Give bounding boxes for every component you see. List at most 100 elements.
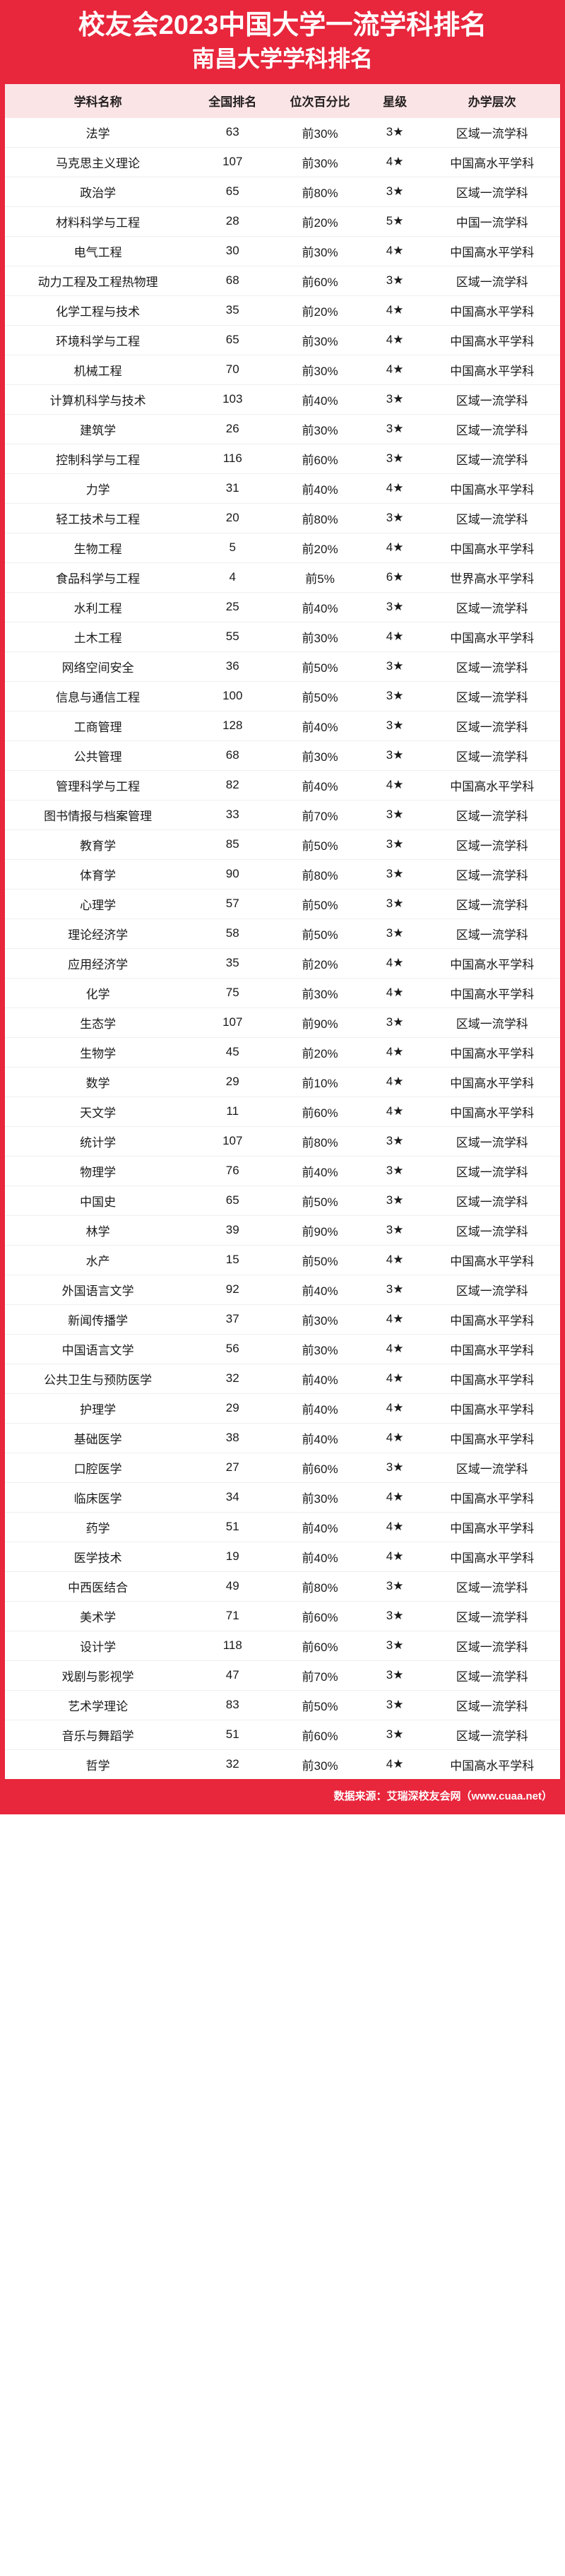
cell-tier: 区域一流学科 (424, 413, 560, 444)
cell-percentile: 前70% (274, 799, 366, 830)
cell-percentile: 前40% (274, 1393, 366, 1424)
cell-discipline-name: 心理学 (5, 888, 191, 919)
cell-national-rank: 76 (191, 1155, 275, 1186)
cell-percentile: 前20% (274, 1036, 366, 1068)
cell-discipline-name: 美术学 (5, 1600, 191, 1631)
table-row: 材料科学与工程 28 前20% 5★ 中国一流学科 (5, 206, 560, 237)
table-row: 图书情报与档案管理 33 前70% 3★ 区域一流学科 (5, 799, 560, 830)
cell-discipline-name: 艺术学理论 (5, 1689, 191, 1720)
cell-percentile: 前50% (274, 680, 366, 711)
table-row: 药学 51 前40% 4★ 中国高水平学科 (5, 1511, 560, 1542)
cell-discipline-name: 化学 (5, 977, 191, 1008)
table-row: 天文学 11 前60% 4★ 中国高水平学科 (5, 1096, 560, 1127)
cell-percentile: 前40% (274, 1363, 366, 1394)
table-row: 新闻传播学 37 前30% 4★ 中国高水平学科 (5, 1304, 560, 1335)
table-row: 美术学 71 前60% 3★ 区域一流学科 (5, 1600, 560, 1631)
cell-discipline-name: 土木工程 (5, 621, 191, 652)
cell-percentile: 前50% (274, 918, 366, 949)
cell-star-rating: 5★ (365, 206, 424, 237)
cell-discipline-name: 中西医结合 (5, 1571, 191, 1602)
cell-percentile: 前30% (274, 1482, 366, 1513)
cell-national-rank: 20 (191, 502, 275, 533)
column-header-tier: 办学层次 (424, 83, 560, 118)
cell-percentile: 前30% (302, 126, 338, 141)
cell-discipline-name: 马克思主义理论 (5, 146, 191, 177)
cell-tier: 中国高水平学科 (424, 1422, 560, 1453)
cell-discipline-name: 轻工技术与工程 (5, 502, 191, 533)
cell-national-rank: 118 (191, 1630, 275, 1661)
cell-national-rank: 51 (191, 1719, 275, 1750)
cell-national-rank: 57 (191, 888, 275, 919)
cell-national-rank: 32 (191, 1749, 275, 1779)
cell-national-rank: 36 (191, 651, 275, 682)
table-row: 水利工程 25 前40% 3★ 区域一流学科 (5, 591, 560, 622)
table-row: 哲学 32 前30% 4★ 中国高水平学科 (5, 1749, 560, 1779)
cell-discipline-name: 公共管理 (5, 740, 191, 771)
cell-discipline-name: 口腔医学 (5, 1452, 191, 1483)
cell-national-rank: 49 (191, 1571, 275, 1602)
cell-discipline-name: 网络空间安全 (5, 651, 191, 682)
cell-tier: 中国高水平学科 (424, 1541, 560, 1572)
table-row: 中国语言文学 56 前30% 4★ 中国高水平学科 (5, 1333, 560, 1364)
cell-percentile: 前80% (274, 1571, 366, 1602)
cell-percentile: 前5% (274, 562, 366, 593)
cell-percentile: 前40% (274, 473, 366, 504)
cell-tier: 区域一流学科 (424, 1719, 560, 1750)
table-row: 临床医学 34 前30% 4★ 中国高水平学科 (5, 1482, 560, 1513)
cell-discipline-name: 计算机科学与技术 (5, 384, 191, 415)
cell-star-rating: 3★ (365, 176, 424, 207)
cell-tier: 中国高水平学科 (424, 1096, 560, 1127)
cell-tier: 中国高水平学科 (424, 1066, 560, 1097)
cell-discipline-name: 中国语言文学 (5, 1333, 191, 1364)
cell-national-rank: 11 (191, 1096, 275, 1127)
cell-percentile: 前40% (274, 1155, 366, 1186)
cell-tier: 中国高水平学科 (424, 1482, 560, 1513)
cell-star-rating: 3★ (365, 1007, 424, 1038)
cell-star-rating: 3★ (365, 443, 424, 474)
cell-star-rating: 3★ (365, 413, 424, 444)
table-row: 力学 31 前40% 4★ 中国高水平学科 (5, 473, 560, 504)
table-row: 马克思主义理论 107 前30% 4★ 中国高水平学科 (5, 146, 560, 177)
cell-percentile: 前30% (274, 235, 366, 266)
table-row: 口腔医学 27 前60% 3★ 区域一流学科 (5, 1452, 560, 1483)
cell-percentile: 前30% (274, 146, 366, 177)
cell-star-rating: 4★ (365, 1304, 424, 1335)
table-row: 动力工程及工程热物理 68 前60% 3★ 区域一流学科 (5, 265, 560, 296)
cell-national-rank: 56 (191, 1333, 275, 1364)
poster-header: 校友会2023中国大学一流学科排名 南昌大学学科排名 (0, 0, 565, 84)
cell-star-rating: 4★ (365, 1541, 424, 1572)
cell-star-rating: 3★ (365, 1452, 424, 1483)
table-row: 外国语言文学 92 前40% 3★ 区域一流学科 (5, 1274, 560, 1305)
cell-tier: 区域一流学科 (456, 126, 528, 141)
cell-star-rating: 4★ (365, 295, 424, 326)
cell-discipline-name: 统计学 (5, 1125, 191, 1157)
cell-tier: 区域一流学科 (424, 1125, 560, 1157)
cell-tier: 中国高水平学科 (424, 1363, 560, 1394)
cell-tier: 区域一流学科 (424, 443, 560, 474)
cell-percentile: 前20% (274, 947, 366, 979)
table-row: 理论经济学 58 前50% 3★ 区域一流学科 (5, 918, 560, 949)
cell-star-rating: 4★ (365, 1096, 424, 1127)
cell-star-rating: 4★ (365, 1422, 424, 1453)
cell-national-rank: 103 (191, 384, 275, 415)
table-row: 信息与通信工程 100 前50% 3★ 区域一流学科 (5, 680, 560, 711)
cell-star-rating: 4★ (365, 473, 424, 504)
table-row: 环境科学与工程 65 前30% 4★ 中国高水平学科 (5, 324, 560, 355)
cell-national-rank: 107 (191, 1007, 275, 1038)
table-row: 土木工程 55 前30% 4★ 中国高水平学科 (5, 621, 560, 652)
cell-discipline-name: 生物工程 (5, 532, 191, 563)
cell-national-rank: 75 (191, 977, 275, 1008)
table-row: 艺术学理论 83 前50% 3★ 区域一流学科 (5, 1689, 560, 1720)
cell-percentile: 前80% (274, 176, 366, 207)
cell-national-rank: 29 (191, 1393, 275, 1424)
cell-tier: 中国高水平学科 (424, 1393, 560, 1424)
cell-tier: 区域一流学科 (424, 1185, 560, 1216)
cell-star-rating: 4★ (365, 532, 424, 563)
table-container: 学科名称 全国排名 位次百分比 星级 办学层次 法学 63 前30% 3★ 区域一流学科… (0, 83, 565, 1779)
cell-discipline-name: 基础医学 (5, 1422, 191, 1453)
cell-star-rating: 3★ (365, 1215, 424, 1246)
cell-discipline-name: 临床医学 (5, 1482, 191, 1513)
table-row: 数学 29 前10% 4★ 中国高水平学科 (5, 1066, 560, 1097)
cell-star-rating: 4★ (365, 1393, 424, 1424)
data-source-note: 数据来源：艾瑞深校友会网（www.cuaa.net） (333, 1790, 552, 1802)
